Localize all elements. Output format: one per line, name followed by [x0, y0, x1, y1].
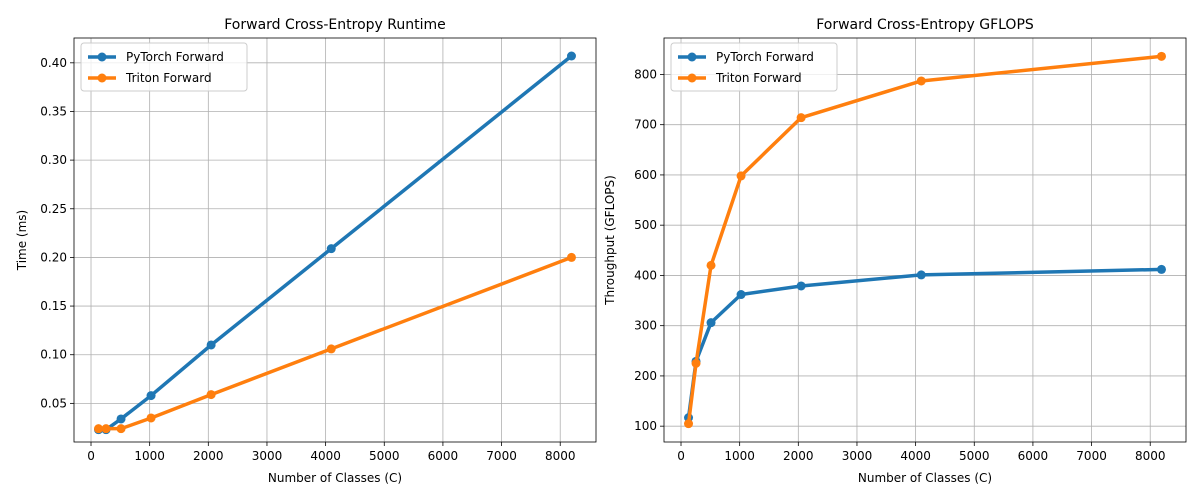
axes-frame	[663, 37, 1187, 443]
x-axis-label: Number of Classes (C)	[858, 471, 992, 485]
data-point	[916, 76, 926, 86]
y-tick-label: 0.35	[40, 104, 67, 118]
grid	[74, 38, 596, 442]
x-tick-label: 5000	[369, 449, 400, 463]
y-tick-label: 300	[634, 319, 657, 333]
legend: PyTorch Forward Triton Forward	[670, 42, 838, 92]
data-point	[94, 424, 104, 434]
chart-title: Forward Cross-Entropy Runtime	[224, 17, 446, 33]
data-point	[736, 290, 746, 300]
plot-area	[664, 38, 1186, 442]
x-tick-label: 7000	[1076, 449, 1107, 463]
data-point	[1156, 264, 1166, 274]
x-tick-label: 2000	[783, 449, 814, 463]
x-tick-label: 2000	[193, 449, 224, 463]
y-tick-label: 0.10	[40, 348, 67, 362]
chart-panel-1: 0 1000 2000 3000 4000 5000 6000 7000 8000 0.05 0.1…	[15, 17, 597, 485]
legend-label: Triton Forward	[125, 71, 212, 85]
legend-label: PyTorch Forward	[716, 50, 814, 64]
data-point	[206, 390, 216, 400]
legend-label: PyTorch Forward	[126, 50, 224, 64]
legend-box	[670, 42, 838, 92]
data-point	[1156, 51, 1166, 61]
data-point	[916, 270, 926, 280]
legend-label: Triton Forward	[715, 71, 802, 85]
x-tick-label: 8000	[1135, 449, 1166, 463]
x-tick-label: 6000	[428, 449, 459, 463]
y-tick-label: 0.05	[40, 396, 67, 410]
legend-marker	[97, 52, 107, 62]
y-tick-label: 0.30	[40, 153, 67, 167]
data-point	[684, 419, 694, 429]
x-tick-label: 7000	[486, 449, 517, 463]
legend: PyTorch Forward Triton Forward	[80, 42, 248, 92]
axes-frame	[73, 37, 597, 443]
y-tick-label: 600	[634, 168, 657, 182]
data-point	[116, 424, 126, 434]
data-point	[206, 340, 216, 350]
data-point	[326, 244, 336, 254]
x-tick-label: 8000	[545, 449, 576, 463]
data-point	[326, 344, 336, 354]
chart-title: Forward Cross-Entropy GFLOPS	[816, 17, 1034, 33]
data-point	[706, 318, 716, 328]
y-tick-label: 700	[634, 118, 657, 132]
y-tick-label: 400	[634, 268, 657, 282]
y-axis-label: Throughput (GFLOPS)	[603, 175, 617, 306]
x-tick-label: 0	[677, 449, 685, 463]
chart-panel-2: 0 1000 2000 3000 4000 5000 6000 7000 8000 100 200 3…	[603, 17, 1187, 485]
x-tick-label: 4000	[310, 449, 341, 463]
legend-marker	[97, 73, 107, 83]
data-point	[691, 358, 701, 368]
data-point	[146, 413, 156, 423]
x-tick-label: 3000	[252, 449, 283, 463]
data-point	[101, 424, 111, 434]
data-point	[706, 260, 716, 270]
x-tick-label: 5000	[959, 449, 990, 463]
data-point	[566, 252, 576, 262]
x-tick-label: 1000	[134, 449, 165, 463]
y-tick-label: 0.40	[40, 56, 67, 70]
data-point	[796, 281, 806, 291]
x-tick-label: 3000	[842, 449, 873, 463]
data-point	[736, 171, 746, 181]
x-axis-label: Number of Classes (C)	[268, 471, 402, 485]
data-point	[566, 51, 576, 61]
data-point	[146, 391, 156, 401]
grid	[664, 38, 1186, 442]
data-point	[116, 414, 126, 424]
y-tick-label: 500	[634, 218, 657, 232]
y-tick-label: 0.25	[40, 202, 67, 216]
x-tick-label: 4000	[900, 449, 931, 463]
x-tick-label: 6000	[1018, 449, 1049, 463]
legend-box	[80, 42, 248, 92]
x-tick-label: 0	[87, 449, 95, 463]
legend-marker	[687, 52, 697, 62]
data-point	[796, 113, 806, 123]
y-axis-label: Time (ms)	[15, 210, 29, 272]
y-tick-label: 0.20	[40, 250, 67, 264]
y-tick-label: 100	[634, 419, 657, 433]
y-tick-label: 800	[634, 67, 657, 81]
y-tick-label: 0.15	[40, 299, 67, 313]
y-tick-label: 200	[634, 369, 657, 383]
x-tick-label: 1000	[724, 449, 755, 463]
legend-marker	[687, 73, 697, 83]
